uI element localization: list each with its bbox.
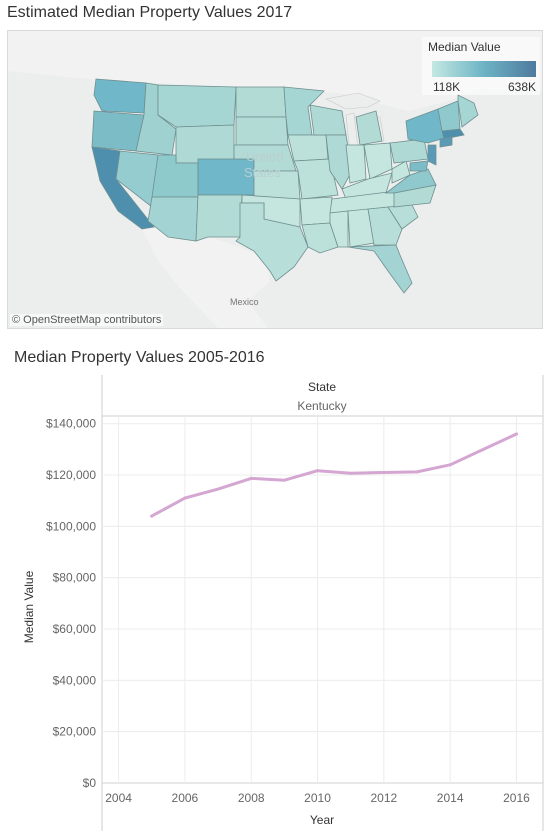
data-point[interactable] bbox=[249, 476, 253, 480]
x-axis-label: Year bbox=[310, 813, 334, 827]
series-points bbox=[150, 432, 518, 518]
state-michigan[interactable] bbox=[355, 110, 383, 146]
x-tick-label: 2004 bbox=[105, 791, 132, 805]
y-tick-label: $120,000 bbox=[46, 468, 96, 482]
state-indiana[interactable] bbox=[345, 144, 367, 184]
state-maryland[interactable] bbox=[409, 160, 429, 172]
data-point[interactable] bbox=[150, 514, 154, 518]
state-new-mexico[interactable] bbox=[195, 194, 243, 242]
state-south-dakota[interactable] bbox=[235, 116, 289, 146]
x-tick-label: 2012 bbox=[370, 791, 397, 805]
map-canvas[interactable]: United States Mexico bbox=[8, 31, 542, 328]
y-tick-label: $80,000 bbox=[53, 571, 97, 585]
state-arkansas[interactable] bbox=[299, 196, 333, 226]
state-wisconsin[interactable] bbox=[309, 104, 347, 136]
y-tick-label: $20,000 bbox=[53, 725, 97, 739]
state-louisiana[interactable] bbox=[301, 222, 339, 254]
series-line[interactable] bbox=[150, 432, 518, 518]
legend-min-label: 118K bbox=[433, 80, 461, 94]
data-point[interactable] bbox=[382, 470, 386, 474]
y-axis: $0 $20,000 $40,000 $60,000 $80,000 $100,000 $1… bbox=[46, 417, 96, 790]
state-maine[interactable] bbox=[457, 94, 479, 128]
x-tick-label: 2016 bbox=[503, 791, 530, 805]
mexico-label: Mexico bbox=[230, 297, 259, 307]
state-mississippi[interactable] bbox=[329, 210, 349, 248]
map-title: Estimated Median Property Values 2017 bbox=[7, 4, 293, 21]
data-point[interactable] bbox=[349, 471, 353, 475]
state-north-dakota[interactable] bbox=[235, 86, 287, 118]
state-florida[interactable] bbox=[347, 244, 413, 294]
state-oregon[interactable] bbox=[91, 110, 145, 152]
x-tick-label: 2006 bbox=[172, 791, 199, 805]
y-tick-label: $100,000 bbox=[46, 519, 96, 533]
state-new-york[interactable] bbox=[405, 108, 449, 144]
legend-color-ramp bbox=[432, 61, 536, 77]
y-tick-label: $40,000 bbox=[53, 673, 97, 687]
line-chart[interactable]: State Kentucky $0 $20,000 $40,000 $60,000 $8… bbox=[0, 375, 556, 831]
header-state-value: Kentucky bbox=[297, 399, 346, 413]
state-washington[interactable] bbox=[93, 78, 147, 114]
header-field-label: State bbox=[308, 380, 336, 394]
data-point[interactable] bbox=[514, 432, 518, 436]
state-new-jersey[interactable] bbox=[427, 144, 437, 166]
country-label-states: States bbox=[244, 165, 281, 180]
data-point[interactable] bbox=[415, 470, 419, 474]
data-point[interactable] bbox=[448, 463, 452, 467]
state-virginia[interactable] bbox=[384, 168, 437, 194]
y-tick-label: $140,000 bbox=[46, 417, 96, 431]
state-texas[interactable] bbox=[235, 202, 309, 282]
chart-header-bg bbox=[102, 375, 543, 416]
legend-max-label: 638K bbox=[507, 80, 536, 94]
data-point[interactable] bbox=[316, 469, 320, 473]
state-pennsylvania[interactable] bbox=[389, 138, 429, 164]
grid-layer bbox=[102, 416, 543, 784]
y-tick-label: $0 bbox=[83, 776, 97, 790]
map-legend: Median Value 118K 638K bbox=[422, 37, 540, 95]
map-attribution[interactable]: © OpenStreetMap contributors bbox=[10, 314, 164, 326]
state-georgia[interactable] bbox=[367, 206, 403, 246]
state-iowa[interactable] bbox=[287, 134, 329, 162]
canada-land bbox=[8, 31, 542, 111]
mexico-land bbox=[138, 221, 270, 328]
y-axis-label: Median Value bbox=[22, 570, 36, 643]
x-tick-label: 2014 bbox=[437, 791, 464, 805]
state-west-virginia[interactable] bbox=[391, 160, 411, 184]
state-missouri[interactable] bbox=[293, 158, 339, 200]
choropleth-map[interactable]: United States Mexico Median Value 118K 6… bbox=[7, 30, 543, 329]
state-montana[interactable] bbox=[157, 84, 237, 128]
state-vermont-nh[interactable] bbox=[437, 100, 461, 132]
states-layer[interactable] bbox=[91, 78, 479, 294]
legend-title: Median Value bbox=[428, 40, 501, 54]
x-tick-label: 2010 bbox=[304, 791, 331, 805]
data-point[interactable] bbox=[183, 496, 187, 500]
x-axis: 2004 2006 2008 2010 2012 2014 2016 bbox=[105, 791, 530, 805]
data-point[interactable] bbox=[282, 478, 286, 482]
data-point[interactable] bbox=[481, 447, 485, 451]
y-tick-label: $60,000 bbox=[53, 622, 97, 636]
state-wyoming[interactable] bbox=[175, 124, 235, 164]
state-ohio[interactable] bbox=[363, 142, 393, 180]
data-point[interactable] bbox=[216, 487, 220, 491]
country-label-united: United bbox=[246, 149, 284, 164]
state-arizona[interactable] bbox=[147, 196, 199, 242]
state-connecticut[interactable] bbox=[439, 136, 453, 148]
line-chart-title: Median Property Values 2005-2016 bbox=[14, 349, 265, 366]
state-illinois[interactable] bbox=[325, 134, 353, 190]
x-tick-label: 2008 bbox=[238, 791, 265, 805]
